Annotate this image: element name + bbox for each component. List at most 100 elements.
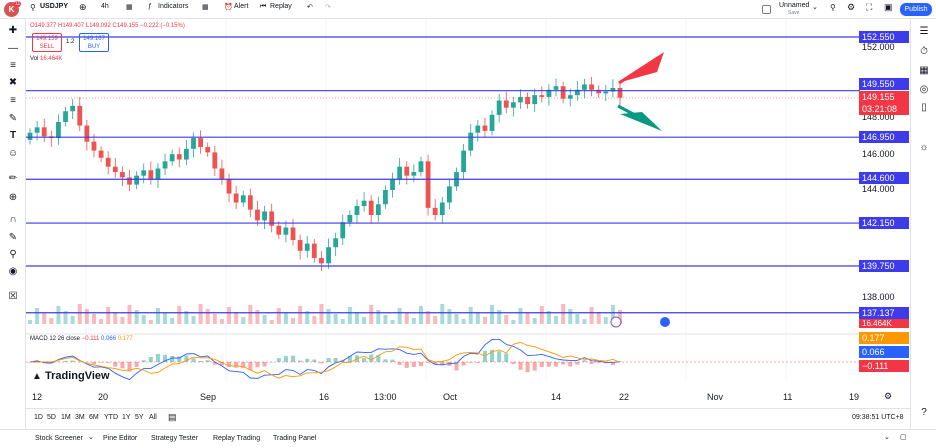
volume-bar — [447, 309, 452, 324]
clock-timezone[interactable]: 09:38:51 UTC+8 — [852, 414, 904, 421]
help-icon[interactable]: ? — [921, 407, 927, 418]
range-ytd[interactable]: YTD — [104, 414, 118, 421]
layout-name[interactable]: Unnamed — [779, 2, 810, 9]
calendar-icon[interactable]: ▯ — [921, 102, 927, 113]
volume-bar — [298, 306, 303, 324]
indicators-button[interactable]: Indicators — [158, 3, 189, 10]
range-3m[interactable]: 3M — [75, 414, 85, 421]
macd-histogram-bar — [333, 358, 338, 362]
tab-trading-panel[interactable]: Trading Panel — [273, 435, 317, 442]
chevron-down-icon[interactable]: ⌄ — [812, 4, 818, 11]
spread-value: 1.2 — [66, 39, 75, 45]
range-1d[interactable]: 1D — [34, 414, 43, 421]
range-5y[interactable]: 5Y — [135, 414, 144, 421]
fullscreen-icon[interactable]: ⛶ — [866, 2, 873, 12]
macd-histogram-bar — [177, 356, 182, 362]
zoom-in-icon[interactable]: ⊕ — [8, 192, 18, 203]
candle-body — [496, 100, 502, 115]
ideas-bulb-icon[interactable]: ☼ — [919, 142, 929, 153]
alerts-clock-icon[interactable]: ⏱ — [920, 46, 928, 57]
macd-histogram-bar — [376, 354, 381, 362]
candle-body — [546, 89, 552, 97]
redo-icon[interactable]: ↷ — [325, 4, 331, 11]
watchlist-icon[interactable]: ☰ — [919, 26, 929, 37]
replay-button[interactable]: Replay — [270, 3, 292, 10]
macd-histogram-bar — [163, 354, 168, 362]
visibility-eye-icon[interactable]: ◉ — [8, 266, 18, 277]
replay-icon[interactable]: ⏮ — [260, 3, 267, 10]
lock-drawing-icon[interactable]: ✎ — [8, 232, 18, 243]
settings-gear-icon[interactable]: ⚙ — [847, 2, 856, 12]
interval-button[interactable]: 4h — [101, 3, 109, 10]
volume-bar — [99, 319, 104, 324]
macd-histogram-bar — [589, 362, 594, 364]
lock-icon[interactable]: ⚲ — [9, 249, 17, 260]
alert-button[interactable]: Alert — [234, 3, 249, 10]
macd-histogram-bar — [219, 362, 224, 366]
volume-bar — [582, 319, 587, 324]
layout-checkbox[interactable] — [762, 5, 771, 14]
ohlc-high: H149.407 — [58, 23, 85, 29]
ruler-icon[interactable]: ✏ — [8, 173, 18, 184]
range-1y[interactable]: 1Y — [122, 414, 131, 421]
candle-body — [489, 114, 495, 131]
buy-price: 149.167 — [83, 36, 105, 42]
price-chart[interactable] — [26, 19, 910, 408]
symbol-search-icon[interactable]: ⚲ — [30, 3, 36, 12]
magnet-icon[interactable]: ∩ — [9, 214, 17, 225]
candle-body — [446, 186, 452, 203]
axis-settings-gear-icon[interactable]: ⚙ — [884, 391, 893, 401]
down-arrow — [620, 112, 662, 131]
publish-button[interactable]: Publish — [900, 3, 932, 16]
emoji-icon[interactable]: ☺ — [7, 148, 19, 159]
compare-plus-icon[interactable]: ⊕ — [79, 2, 87, 12]
tab-replay-trading[interactable]: Replay Trading — [213, 435, 261, 442]
goto-date-icon[interactable]: ▤ — [168, 412, 177, 422]
brush-icon[interactable]: ✎ — [8, 113, 18, 124]
range-6m[interactable]: 6M — [89, 414, 99, 421]
quick-search-icon[interactable]: ⚲ — [830, 3, 836, 12]
macd-line-tag: 0.066 — [859, 346, 909, 358]
symbol-name[interactable]: USDJPY — [40, 3, 69, 10]
sell-button[interactable]: 149.159 SELL — [32, 33, 62, 52]
layout-save-status: Save — [788, 10, 800, 16]
volume-bar — [561, 304, 566, 324]
tab-pine-editor[interactable]: Pine Editor — [103, 435, 138, 442]
volume-bar — [155, 308, 160, 324]
candle-body — [247, 195, 253, 210]
volume-bar — [141, 315, 146, 324]
macd-histogram-bar — [248, 362, 253, 370]
candle-body — [340, 222, 346, 239]
pitchfork-icon[interactable]: ✖ — [8, 77, 18, 88]
crosshair-icon[interactable]: ✚ — [8, 25, 18, 36]
text-tool-icon[interactable]: T — [9, 130, 17, 141]
camera-icon[interactable]: ▣ — [884, 2, 893, 12]
patterns-icon[interactable]: ≡ — [10, 95, 16, 106]
chart-pane[interactable]: O149.377 H149.407 L149.092 C149.155 −0.2… — [26, 19, 910, 408]
range-5d[interactable]: 5D — [47, 414, 56, 421]
range-all[interactable]: All — [149, 414, 157, 421]
trash-icon[interactable]: ☒ — [8, 291, 18, 302]
fib-retracement-icon[interactable]: ≡ — [10, 60, 16, 71]
volume-bar — [49, 318, 54, 324]
volume-bar — [91, 314, 96, 324]
chart-type-icon[interactable]: ▦ — [126, 4, 133, 11]
alert-icon[interactable]: ⏰ — [224, 4, 233, 11]
indicators-icon[interactable]: ƒ — [148, 3, 152, 10]
widget-bar: ☰ ⏱ ▦ ◎ ▯ ☼ ? — [910, 19, 936, 429]
trend-line-icon[interactable]: — — [8, 43, 18, 54]
candle-body — [354, 206, 360, 216]
macd-histogram-bar — [618, 361, 622, 362]
chevron-down-icon[interactable]: ⌄ — [88, 434, 94, 441]
tab-strategy-tester[interactable]: Strategy Tester — [151, 435, 198, 442]
undo-icon[interactable]: ↶ — [307, 4, 313, 11]
data-window-icon[interactable]: ▦ — [919, 65, 929, 76]
candle-body — [610, 87, 616, 92]
layout-templates-icon[interactable]: ▦ — [202, 4, 209, 11]
collapse-panel-icon[interactable]: ⌄ — [884, 434, 890, 441]
hotlists-icon[interactable]: ◎ — [919, 84, 929, 95]
tab-stock-screener[interactable]: Stock Screener — [35, 435, 83, 442]
maximize-panel-icon[interactable]: ▢ — [900, 434, 907, 441]
buy-button[interactable]: 149.167 BUY — [79, 33, 109, 52]
range-1m[interactable]: 1M — [61, 414, 71, 421]
